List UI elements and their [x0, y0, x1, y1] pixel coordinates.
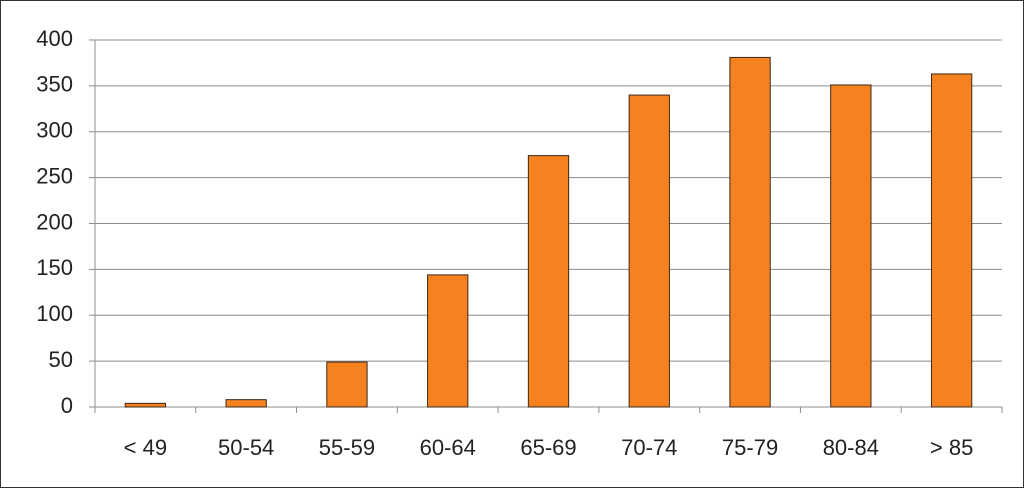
y-tick-label: 350 [36, 72, 73, 97]
x-tick-label: 55-59 [319, 435, 375, 460]
y-tick-label: 0 [61, 393, 73, 418]
y-tick-label: 100 [36, 301, 73, 326]
bar [326, 361, 368, 408]
bar [930, 73, 973, 408]
y-tick-label: 400 [36, 26, 73, 51]
bar [225, 399, 267, 408]
bar [124, 402, 167, 408]
x-tick-label: 70-74 [621, 435, 677, 460]
y-tick-label: 50 [49, 347, 73, 372]
x-tick-label: > 85 [930, 435, 973, 460]
y-tick-label: 150 [36, 255, 73, 280]
y-tick-label: 200 [36, 209, 73, 234]
bar [830, 84, 872, 408]
x-tick-label: 60-64 [420, 435, 476, 460]
bar [729, 56, 771, 408]
bar [427, 274, 469, 408]
y-tick-label: 250 [36, 163, 73, 188]
x-tick-label: 75-79 [722, 435, 778, 460]
bar [628, 94, 670, 408]
bar [527, 155, 570, 408]
x-tick-label: 80-84 [823, 435, 879, 460]
x-tick-label: < 49 [124, 435, 167, 460]
x-tick-label: 50-54 [218, 435, 274, 460]
y-tick-label: 300 [36, 118, 73, 143]
x-tick-label: 65-69 [520, 435, 576, 460]
